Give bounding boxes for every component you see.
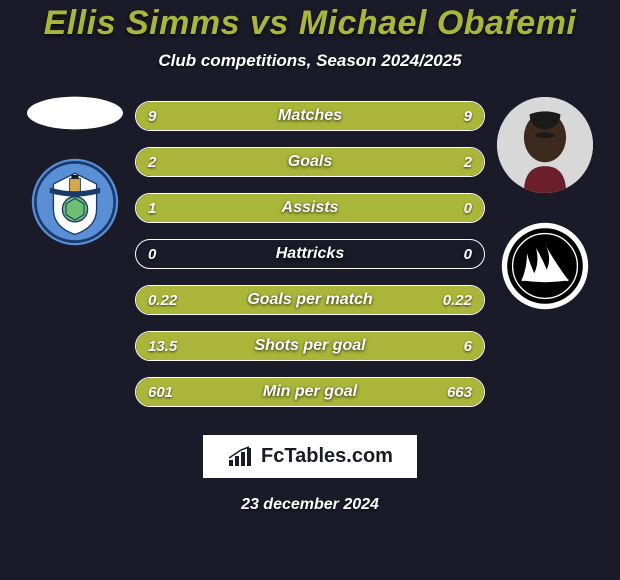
stats-list: 9Matches92Goals21Assists00Hattricks00.22…	[135, 97, 485, 407]
chart-icon	[227, 446, 253, 468]
brand-logo[interactable]: FcTables.com	[203, 435, 417, 478]
stat-value-right: 663	[436, 384, 472, 401]
stat-value-right: 0.22	[436, 292, 472, 309]
stat-value-right: 2	[436, 154, 472, 171]
right-player-avatar	[497, 97, 593, 193]
stat-label: Matches	[136, 107, 484, 125]
stat-row: 1Assists0	[135, 193, 485, 223]
stat-row: 0.22Goals per match0.22	[135, 285, 485, 315]
stat-value-right: 0	[436, 200, 472, 217]
left-player-column	[25, 97, 125, 247]
stat-row: 9Matches9	[135, 101, 485, 131]
stat-row: 2Goals2	[135, 147, 485, 177]
stat-row: 0Hattricks0	[135, 239, 485, 269]
brand-name: FcTables.com	[261, 445, 393, 468]
left-player-avatar	[27, 97, 123, 130]
stat-value-right: 0	[436, 246, 472, 263]
stat-row: 601Min per goal663	[135, 377, 485, 407]
stat-row: 13.5Shots per goal6	[135, 331, 485, 361]
left-club-badge	[30, 157, 120, 247]
stat-label: Hattricks	[136, 245, 484, 263]
date-text: 23 december 2024	[241, 496, 379, 514]
page-title: Ellis Simms vs Michael Obafemi	[0, 4, 620, 43]
stat-value-right: 9	[436, 108, 472, 125]
stat-label: Assists	[136, 199, 484, 217]
stat-label: Goals per match	[136, 291, 484, 309]
right-club-badge	[500, 221, 590, 311]
comparison-panel: 9Matches92Goals21Assists00Hattricks00.22…	[0, 97, 620, 407]
right-player-column	[495, 97, 595, 311]
footer: FcTables.com 23 december 2024	[0, 435, 620, 514]
stat-value-right: 6	[436, 338, 472, 355]
subtitle: Club competitions, Season 2024/2025	[0, 51, 620, 71]
stat-label: Goals	[136, 153, 484, 171]
stat-label: Shots per goal	[136, 337, 484, 355]
stat-label: Min per goal	[136, 383, 484, 401]
